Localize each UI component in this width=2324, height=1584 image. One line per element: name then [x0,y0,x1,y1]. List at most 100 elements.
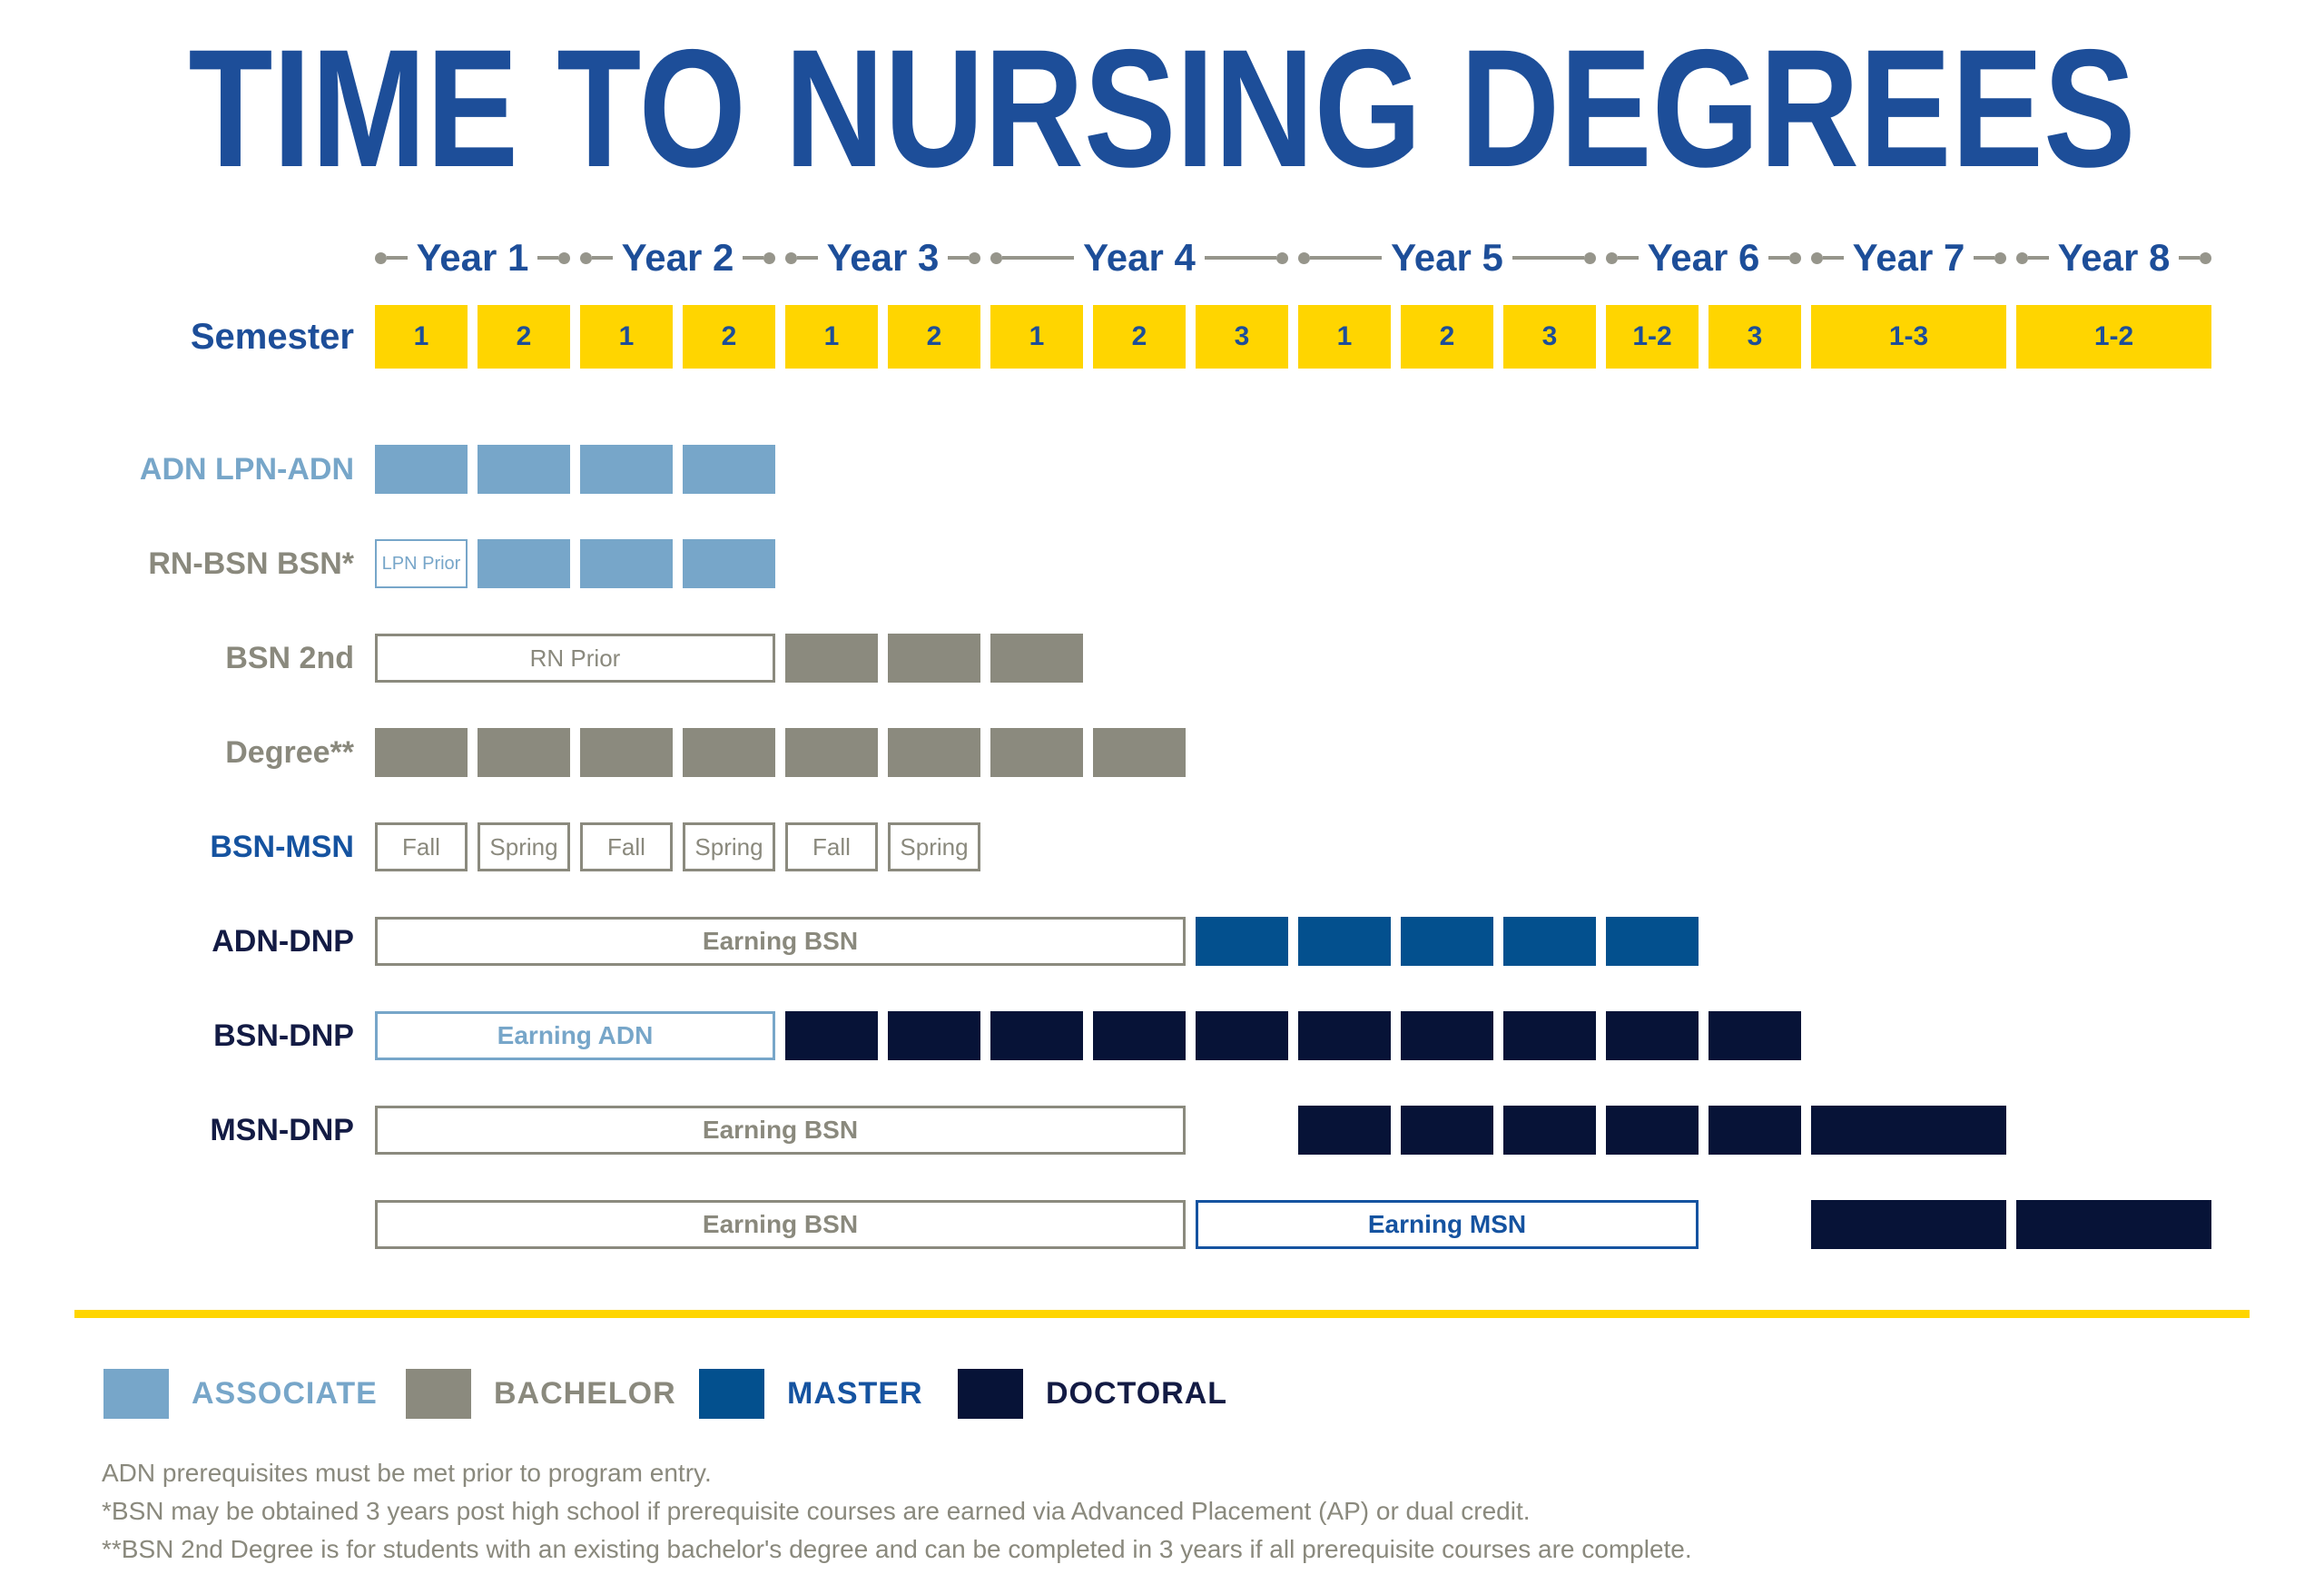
timeline-bar [785,1011,878,1060]
semester-cell: 3 [1709,305,1801,369]
timeline-bar [888,1011,980,1060]
timeline-box: Earning MSN [1196,1200,1699,1249]
timeline-box: Fall [580,822,673,871]
timeline-line [2179,256,2201,260]
timeline-dot-icon [1584,251,1597,264]
timeline-line [1512,256,1585,260]
timeline-bar [1401,917,1493,966]
semester-row: 1 2 1 2 1 2 1 2 3 1 2 3 1-2 3 1-3 1-2 [375,305,2211,369]
program-row: Earning BSN Earning MSN [0,1200,2324,1249]
legend-item: MASTER [699,1369,923,1419]
timeline-bar [1606,1011,1699,1060]
semester-cell: 2 [1401,305,1493,369]
program-row: Degree** [0,728,2324,777]
timeline-line [797,256,818,260]
row-label: BSN-MSN [210,830,354,864]
year-group: Year 7 [1811,232,2007,283]
timeline-dot-icon [1298,251,1310,264]
row-grid [375,728,2211,777]
timeline-line [1204,256,1277,260]
row-label: ADN LPN-ADN [139,452,354,487]
timeline-dot-icon [969,251,981,264]
timeline-bar [1503,917,1596,966]
year-group: Year 4 [990,232,1289,283]
legend-item: ASSOCIATE [103,1369,378,1419]
program-row: BSN-MSN Fall Spring Fall Spring Fall Spring [0,822,2324,871]
row-grid [375,445,2211,494]
timeline-box: Earning BSN [375,917,1186,966]
program-row: RN-BSN BSN* LPN Prior [0,539,2324,588]
timeline-line [1823,256,1844,260]
yellow-divider [74,1310,2250,1318]
row-label: MSN-DNP [210,1113,354,1147]
year-group: Year 6 [1606,232,1802,283]
timeline-dot-icon [2200,251,2212,264]
timeline-dot-icon [1606,251,1618,264]
timeline-bar [478,539,570,588]
timeline-bar [683,445,775,494]
row-label: BSN 2nd [225,641,354,675]
timeline-dot-icon [2016,251,2028,264]
legend-swatch [958,1369,1023,1419]
row-grid: LPN Prior [375,539,2211,588]
program-row: BSN-DNP Earning ADN [0,1011,2324,1060]
year-label: Year 3 [826,236,940,279]
footnotes: ADN prerequisites must be met prior to p… [102,1454,2190,1569]
year-group: Year 1 [375,232,571,283]
timeline-box: Spring [478,822,570,871]
timeline-bar [375,445,468,494]
timeline-line [387,256,408,260]
year-label: Year 6 [1647,236,1760,279]
legend-item: BACHELOR [406,1369,676,1419]
timeline-bar [1709,1106,1801,1155]
semester-cell: 2 [683,305,775,369]
timeline-bar [683,539,775,588]
timeline-box: Fall [375,822,468,871]
semester-cell: 2 [1093,305,1186,369]
timeline-line [948,256,970,260]
timeline-bar [1811,1200,2006,1249]
timeline-bar [1401,1011,1493,1060]
timeline-bar [375,728,468,777]
legend-label: ASSOCIATE [192,1376,378,1411]
program-row: MSN-DNP Earning BSN [0,1106,2324,1155]
timeline-bar [1709,1011,1801,1060]
legend-label: DOCTORAL [1046,1376,1228,1411]
timeline-bar [785,728,878,777]
legend-label: MASTER [787,1376,923,1411]
timeline-line [743,256,764,260]
semester-cell: 2 [478,305,570,369]
timeline-dot-icon [763,251,776,264]
year-group: Year 8 [2016,232,2212,283]
row-label: Degree** [225,735,354,770]
year-label: Year 8 [2057,236,2171,279]
timeline-box: Spring [888,822,980,871]
timeline-box: Earning BSN [375,1106,1186,1155]
year-header: Year 1 Year 2 Year 3 Year 4 Year 5 Year 6 Year… [375,232,2212,283]
year-label: Year 7 [1852,236,1965,279]
timeline-bar [1811,1106,2006,1155]
program-row: ADN-DNP Earning BSN [0,917,2324,966]
timeline-bar [990,634,1083,683]
year-label: Year 2 [621,236,734,279]
timeline-dot-icon [375,251,387,264]
timeline-bar [1093,1011,1186,1060]
timeline-bar [1401,1106,1493,1155]
timeline-bar [990,1011,1083,1060]
legend-item: DOCTORAL [958,1369,1227,1419]
timeline-line [1768,256,1790,260]
page-title: TIME TO NURSING DEGREES [189,15,2136,191]
timeline-bar [1196,1011,1288,1060]
timeline-bar [478,445,570,494]
timeline-line [537,256,559,260]
row-grid: Earning ADN [375,1011,2211,1060]
timeline-bar [1503,1106,1596,1155]
timeline-box: RN Prior [375,634,775,683]
timeline-bar [1606,1106,1699,1155]
semester-axis-label: Semester [190,317,354,357]
timeline-bar [2016,1200,2211,1249]
year-group: Year 2 [580,232,776,283]
timeline-bar [478,728,570,777]
timeline-dot-icon [1789,251,1802,264]
